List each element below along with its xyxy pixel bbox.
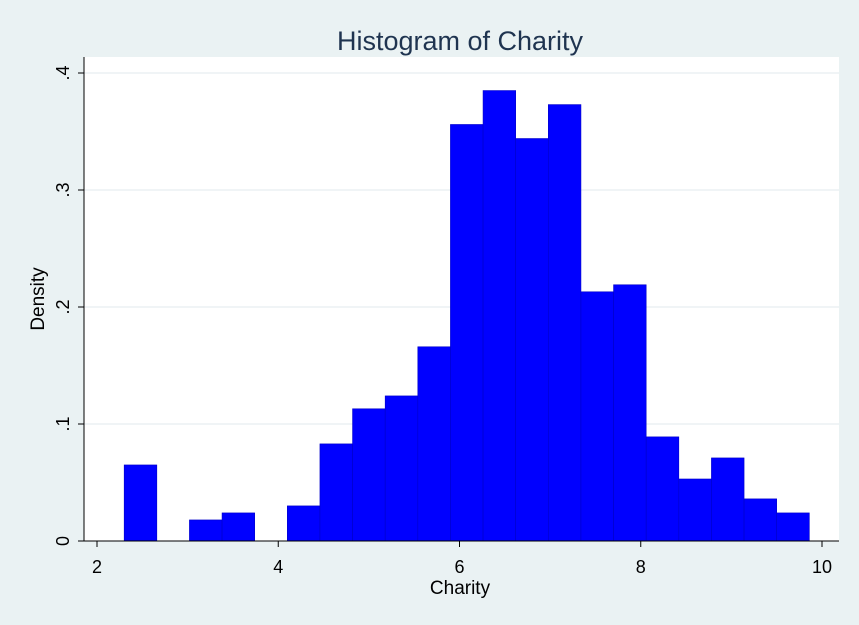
x-tick-label: 10 xyxy=(812,557,832,577)
histogram-bar xyxy=(515,138,549,542)
histogram-bar xyxy=(417,346,451,542)
histogram-bar xyxy=(287,505,321,542)
histogram-bar xyxy=(613,284,647,542)
axes: 2 4 6 8 10 0 .1 .2 .3 .4 xyxy=(53,57,839,577)
x-axis-label: Charity xyxy=(430,578,491,599)
y-tick-label: .1 xyxy=(53,416,73,431)
x-tick-label: 8 xyxy=(636,557,646,577)
histogram-bar xyxy=(645,436,680,542)
histogram-bar xyxy=(123,464,158,542)
histogram-bar xyxy=(482,90,516,542)
chart-title: Histogram of Charity xyxy=(337,26,584,56)
histogram-bar xyxy=(352,408,386,542)
histogram-bar xyxy=(548,104,582,542)
histogram-bars xyxy=(123,90,810,542)
histogram-bar xyxy=(711,457,745,542)
y-tick-label: .4 xyxy=(53,65,73,80)
histogram-bar xyxy=(743,498,777,542)
y-axis-label: Density xyxy=(28,267,49,331)
x-tick-label: 6 xyxy=(454,557,464,577)
histogram-bar xyxy=(189,519,223,542)
histogram-bar xyxy=(776,512,810,542)
y-tick-label: 0 xyxy=(53,536,73,546)
histogram-bar xyxy=(450,124,484,542)
histogram-bar xyxy=(580,291,614,542)
y-tick-label: .3 xyxy=(53,182,73,197)
histogram-bar xyxy=(319,443,353,542)
histogram-bar xyxy=(384,395,419,542)
histogram-bar xyxy=(678,478,712,542)
y-tick-label: .2 xyxy=(53,299,73,314)
histogram-bar xyxy=(221,512,255,542)
x-tick-label: 2 xyxy=(92,557,102,577)
x-tick-label: 4 xyxy=(273,557,283,577)
